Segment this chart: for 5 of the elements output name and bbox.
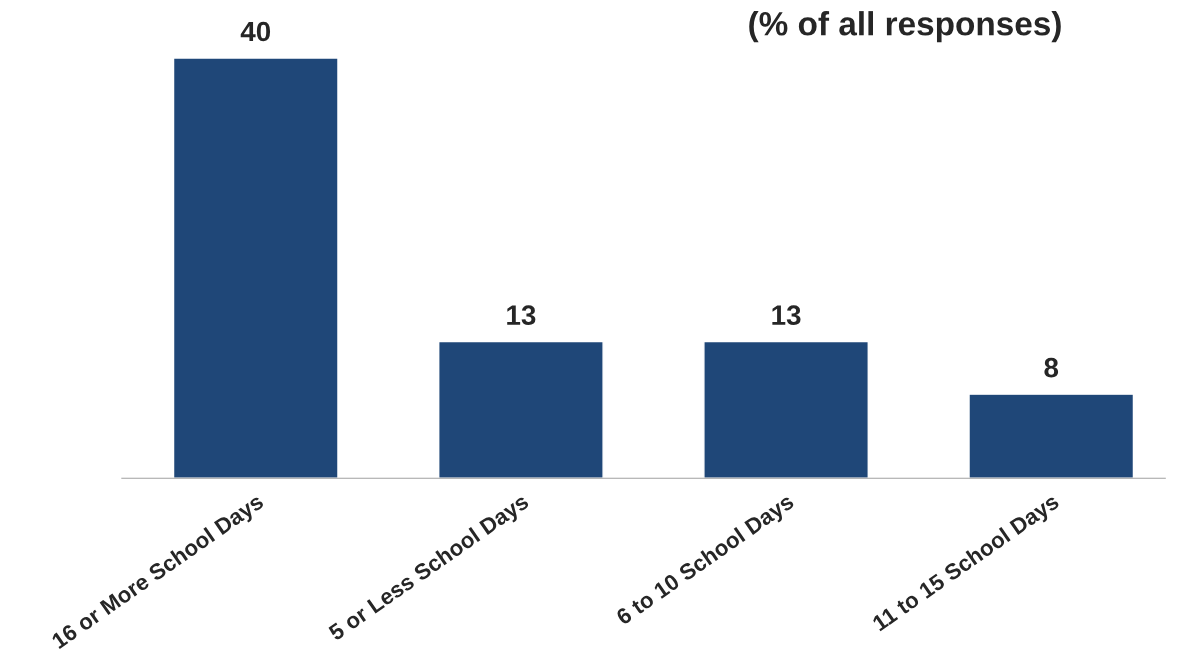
chart-title: (% of all responses) (749, 11, 1061, 43)
data-label: 13 (772, 305, 801, 326)
data-label: 40 (240, 21, 271, 42)
data-label: 8 (1044, 357, 1059, 378)
data-label: 13 (507, 305, 536, 326)
